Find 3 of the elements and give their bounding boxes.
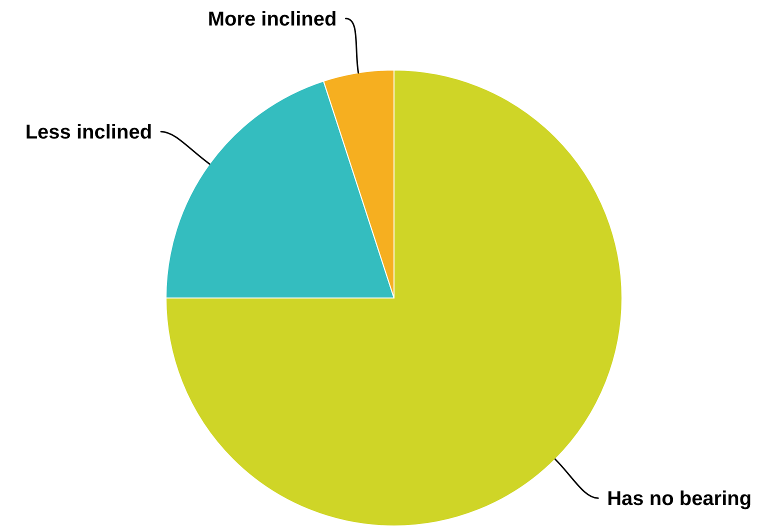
slice-label: Has no bearing: [607, 488, 752, 510]
slice-label: More inclined: [208, 8, 337, 30]
slice-label: Less inclined: [25, 122, 152, 144]
